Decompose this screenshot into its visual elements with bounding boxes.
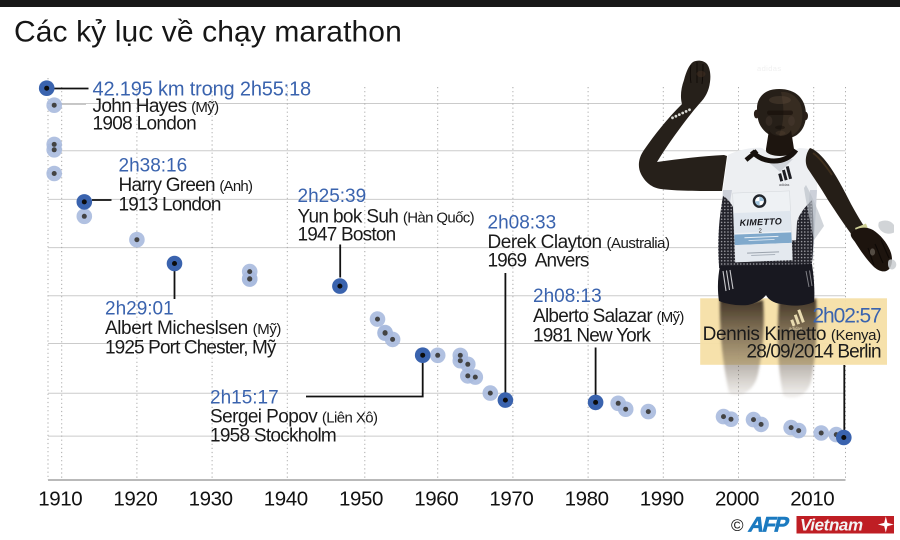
svg-text:Sergei Popov (Liên Xô): Sergei Popov (Liên Xô) — [210, 407, 378, 428]
svg-text:1925 Port Chester, Mỹ: 1925 Port Chester, Mỹ — [105, 338, 277, 359]
svg-text:Derek Clayton (Australia): Derek Clayton (Australia) — [488, 232, 671, 253]
svg-text:2h08:33: 2h08:33 — [488, 213, 557, 234]
svg-text:1969 Anvers: 1969 Anvers — [488, 251, 589, 272]
svg-text:42.195 km trong 2h55:18: 42.195 km trong 2h55:18 — [93, 78, 312, 100]
svg-text:28/09/2014 Berlin: 28/09/2014 Berlin — [747, 341, 881, 362]
svg-text:1990: 1990 — [640, 488, 684, 511]
svg-text:KIMETTO: KIMETTO — [739, 216, 782, 228]
svg-text:1947 Boston: 1947 Boston — [298, 224, 396, 245]
svg-text:1960: 1960 — [414, 488, 458, 511]
svg-text:1958 Stockholm: 1958 Stockholm — [210, 426, 336, 447]
svg-text:1940: 1940 — [264, 488, 308, 511]
svg-text:1970: 1970 — [489, 488, 533, 511]
svg-text:2h08:13: 2h08:13 — [533, 286, 602, 307]
svg-text:Albert Micheslsen (Mỹ): Albert Micheslsen (Mỹ) — [105, 318, 281, 339]
svg-text:adidas: adidas — [789, 326, 803, 331]
svg-text:Dennis Kimetto (Kenya): Dennis Kimetto (Kenya) — [703, 324, 881, 345]
svg-text:2h15:17: 2h15:17 — [210, 388, 279, 409]
svg-text:1930: 1930 — [189, 488, 233, 511]
svg-text:John Hayes (Mỹ): John Hayes (Mỹ) — [93, 96, 220, 117]
svg-text:Vietnam: Vietnam — [800, 516, 863, 535]
svg-text:2h38:16: 2h38:16 — [119, 156, 188, 177]
svg-text:1981 New York: 1981 New York — [533, 326, 651, 347]
svg-text:1913 London: 1913 London — [119, 194, 221, 215]
svg-text:1910: 1910 — [38, 488, 82, 511]
svg-text:2: 2 — [758, 229, 762, 235]
svg-text:Alberto Salazar (Mỹ): Alberto Salazar (Mỹ) — [533, 306, 684, 327]
svg-text:adidas: adidas — [757, 64, 782, 73]
svg-text:adidas: adidas — [779, 183, 790, 187]
svg-text:2h29:01: 2h29:01 — [105, 299, 174, 320]
svg-text:1980: 1980 — [565, 488, 609, 511]
svg-text:1950: 1950 — [339, 488, 383, 511]
svg-text:1908 London: 1908 London — [93, 114, 197, 135]
svg-text:AFP: AFP — [746, 513, 791, 537]
svg-text:Các kỷ lục về chạy marathon: Các kỷ lục về chạy marathon — [14, 16, 402, 49]
svg-text:1920: 1920 — [113, 488, 157, 511]
svg-text:2h25:39: 2h25:39 — [298, 186, 367, 207]
svg-text:2000: 2000 — [715, 488, 759, 511]
svg-text:Yun bok Suh (Hàn Quốc): Yun bok Suh (Hàn Quốc) — [298, 206, 475, 227]
svg-text:Harry Green (Anh): Harry Green (Anh) — [119, 175, 253, 196]
svg-text:2010: 2010 — [790, 488, 834, 511]
svg-text:2h02:57: 2h02:57 — [812, 305, 881, 328]
svg-text:©: © — [731, 516, 744, 535]
